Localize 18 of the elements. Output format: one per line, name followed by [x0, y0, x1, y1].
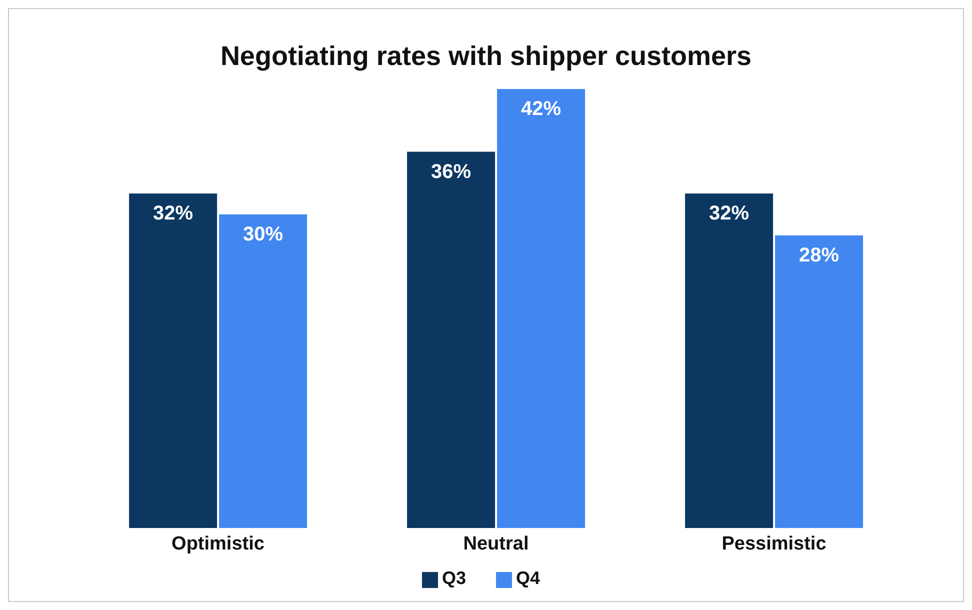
bar [775, 235, 864, 528]
bar [685, 194, 774, 528]
data-label: 32% [153, 202, 194, 225]
data-label: 36% [431, 160, 472, 183]
legend-label: Q4 [516, 568, 540, 588]
data-label: 28% [799, 244, 840, 267]
bar [497, 89, 586, 528]
legend-label: Q3 [442, 568, 466, 588]
data-label: 42% [521, 98, 562, 120]
data-label: 30% [243, 224, 284, 246]
bar [129, 194, 218, 528]
bar [219, 214, 308, 528]
bar [407, 152, 496, 528]
x-tick-label: Optimistic [172, 533, 265, 554]
x-tick-label: Neutral [463, 533, 529, 554]
data-label: 32% [709, 202, 750, 225]
x-tick-label: Pessimistic [722, 533, 827, 554]
chart-title: Negotiating rates with shipper customers [219, 41, 753, 73]
